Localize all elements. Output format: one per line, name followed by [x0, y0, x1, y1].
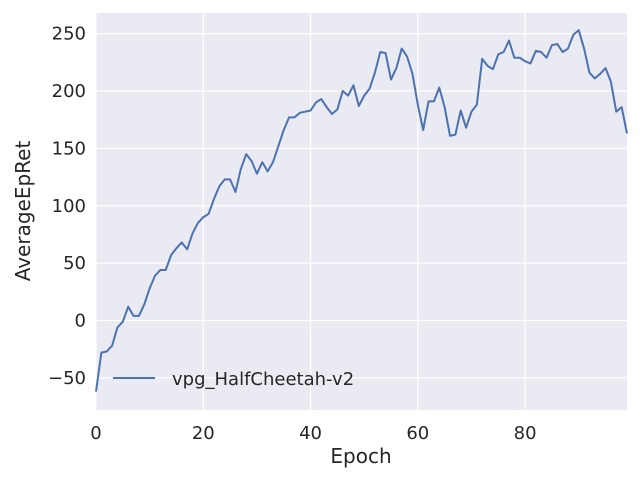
series-line [95, 29, 628, 392]
y-tick-label: −50 [48, 368, 86, 389]
x-tick-label: 80 [514, 423, 537, 444]
y-axis-label: AverageEpRet [11, 141, 35, 282]
y-tick-label: 100 [52, 196, 86, 217]
legend-label: vpg_HalfCheetah-v2 [172, 369, 354, 390]
y-tick-label: 50 [63, 253, 86, 274]
grid-lines [95, 13, 627, 410]
y-tick-label: 0 [75, 311, 86, 332]
plot-background [96, 13, 627, 410]
series-layer [95, 29, 628, 392]
y-tick-label: 200 [52, 81, 86, 102]
x-tick-label: 20 [192, 423, 215, 444]
legend: vpg_HalfCheetah-v2 [113, 369, 354, 390]
y-axis-ticks: −50 0 50 100 150 200 250 [48, 24, 86, 389]
x-tick-label: 40 [299, 423, 322, 444]
y-tick-label: 250 [52, 24, 86, 45]
x-tick-label: 0 [90, 423, 101, 444]
x-axis-label: Epoch [330, 444, 391, 468]
y-tick-label: 150 [52, 138, 86, 159]
x-tick-label: 60 [406, 423, 429, 444]
x-axis-ticks: 0 20 40 60 80 [90, 423, 536, 444]
